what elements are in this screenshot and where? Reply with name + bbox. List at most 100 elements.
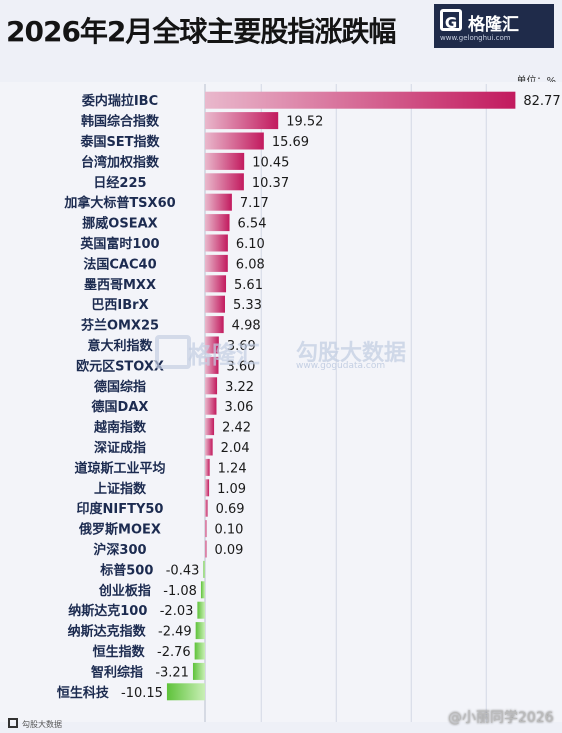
bar — [166, 683, 205, 701]
bar — [205, 173, 244, 191]
category-label: 挪威OSEAX — [82, 216, 157, 232]
category-label: 韩国综合指数 — [81, 114, 160, 130]
category-label: 上证指数 — [94, 481, 147, 497]
logo-name: 格隆汇 — [468, 15, 519, 35]
value-label: 0.10 — [215, 523, 244, 538]
value-label: 7.17 — [240, 196, 269, 211]
bar — [205, 438, 213, 456]
category-label: 创业板指 — [98, 583, 151, 599]
value-label: 19.52 — [286, 115, 323, 130]
value-label: 0.69 — [216, 502, 245, 517]
bar — [205, 540, 207, 558]
brand-logo: G 格隆汇 www.gelonghui.com — [434, 4, 554, 48]
category-label: 标普500 — [99, 562, 153, 578]
value-label: 6.10 — [236, 237, 265, 252]
category-label: 加拿大标普TSX60 — [63, 195, 175, 211]
category-label: 墨西哥MXX — [84, 277, 156, 293]
category-label: 台湾加权指数 — [81, 154, 160, 170]
value-label: 82.77 — [523, 94, 560, 109]
watermark-brand: 格隆汇 — [188, 341, 260, 369]
category-label: 恒生科技 — [57, 685, 110, 701]
bar — [205, 336, 219, 354]
value-label: 0.09 — [215, 543, 244, 558]
bar — [205, 397, 217, 415]
bar — [197, 601, 205, 619]
value-label: 10.37 — [252, 176, 289, 191]
category-label: 俄罗斯MOEX — [78, 522, 161, 538]
bar — [205, 112, 279, 130]
value-label: 2.42 — [222, 421, 251, 436]
chart-title: 2026年2月全球主要股指涨跌幅 — [6, 15, 396, 48]
value-label: 3.06 — [224, 400, 253, 415]
bar — [205, 479, 210, 497]
value-label: 3.69 — [227, 339, 256, 354]
bar — [205, 275, 227, 293]
bar — [195, 622, 205, 640]
value-label: -2.03 — [160, 604, 194, 619]
value-label: -0.43 — [166, 563, 200, 578]
bar — [205, 499, 208, 517]
bar — [205, 418, 215, 436]
value-label: 6.08 — [236, 257, 265, 272]
watermark-site: www.gogudata.com — [296, 361, 386, 371]
bar — [205, 234, 228, 252]
bar — [205, 132, 264, 150]
bar — [205, 214, 230, 232]
value-label: 4.98 — [232, 319, 261, 334]
bar — [205, 520, 207, 538]
category-label: 德国综指 — [94, 379, 146, 395]
value-label: 5.61 — [234, 278, 263, 293]
qr-code-icon — [8, 718, 18, 728]
chart-panel: 委内瑞拉IBC 82.77 韩国综合指数 19.52 泰国SET指数 15.69 台湾加权指… — [0, 82, 562, 722]
category-label: 英国富时100 — [79, 236, 159, 252]
bar — [205, 377, 218, 395]
category-label: 智利综指 — [91, 664, 143, 680]
watermark-logo-icon — [155, 335, 191, 369]
category-label: 欧元区STOXX — [76, 358, 164, 374]
value-label: 1.24 — [218, 461, 247, 476]
category-label: 法国CAC40 — [83, 256, 156, 272]
value-label: 3.60 — [227, 359, 256, 374]
category-label: 深证成指 — [94, 440, 146, 456]
logo-mark-icon: G — [440, 9, 462, 32]
bar — [205, 91, 516, 109]
category-label: 芬兰OMX25 — [80, 318, 159, 334]
category-label: 巴西IBrX — [91, 298, 148, 313]
logo-site: www.gelonghui.com — [440, 34, 511, 42]
bar — [205, 316, 224, 334]
bar — [205, 295, 225, 313]
value-label: 6.54 — [238, 217, 267, 232]
value-label: -2.49 — [158, 625, 192, 640]
bar — [205, 254, 228, 272]
category-label: 恒生指数 — [93, 644, 146, 660]
category-label: 德国DAX — [92, 399, 149, 415]
category-label: 沪深300 — [93, 542, 146, 558]
bar — [205, 152, 245, 170]
bar — [203, 560, 205, 578]
category-label: 纳斯达克100 — [68, 603, 147, 619]
value-label: -2.76 — [157, 645, 191, 660]
category-label: 日经225 — [93, 175, 146, 191]
bar — [200, 581, 205, 599]
value-label: -3.21 — [155, 665, 189, 680]
bar — [194, 642, 205, 660]
bar — [205, 356, 219, 374]
category-label: 意大利指数 — [87, 338, 153, 354]
footer-qr-text: 勾股大数据 — [22, 720, 62, 729]
bar — [205, 193, 232, 211]
footer-credit: @小丽同学2026 — [448, 710, 554, 726]
category-label: 道琼斯工业平均 — [74, 460, 165, 476]
value-label: 1.09 — [217, 482, 246, 497]
bar-chart: 委内瑞拉IBC 82.77 韩国综合指数 19.52 泰国SET指数 15.69 台湾加权指… — [57, 84, 561, 722]
category-label: 委内瑞拉IBC — [81, 93, 158, 109]
value-label: 15.69 — [272, 135, 309, 150]
value-label: -1.08 — [163, 584, 197, 599]
value-label: 10.45 — [252, 155, 289, 170]
bar — [205, 458, 210, 476]
value-label: 5.33 — [233, 298, 262, 313]
category-label: 纳斯达克指数 — [68, 624, 147, 640]
bar — [192, 662, 205, 680]
value-label: 3.22 — [225, 380, 254, 395]
category-label: 泰国SET指数 — [79, 134, 160, 150]
value-label: 2.04 — [221, 441, 250, 456]
